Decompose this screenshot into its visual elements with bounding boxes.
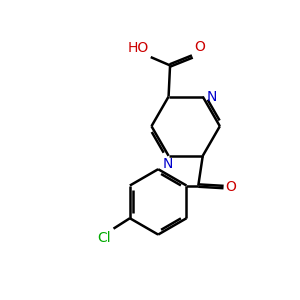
- Text: N: N: [207, 90, 217, 104]
- Text: O: O: [194, 40, 205, 54]
- Text: O: O: [225, 180, 236, 194]
- Text: N: N: [163, 157, 173, 171]
- Text: Cl: Cl: [98, 231, 111, 245]
- Text: HO: HO: [128, 41, 149, 55]
